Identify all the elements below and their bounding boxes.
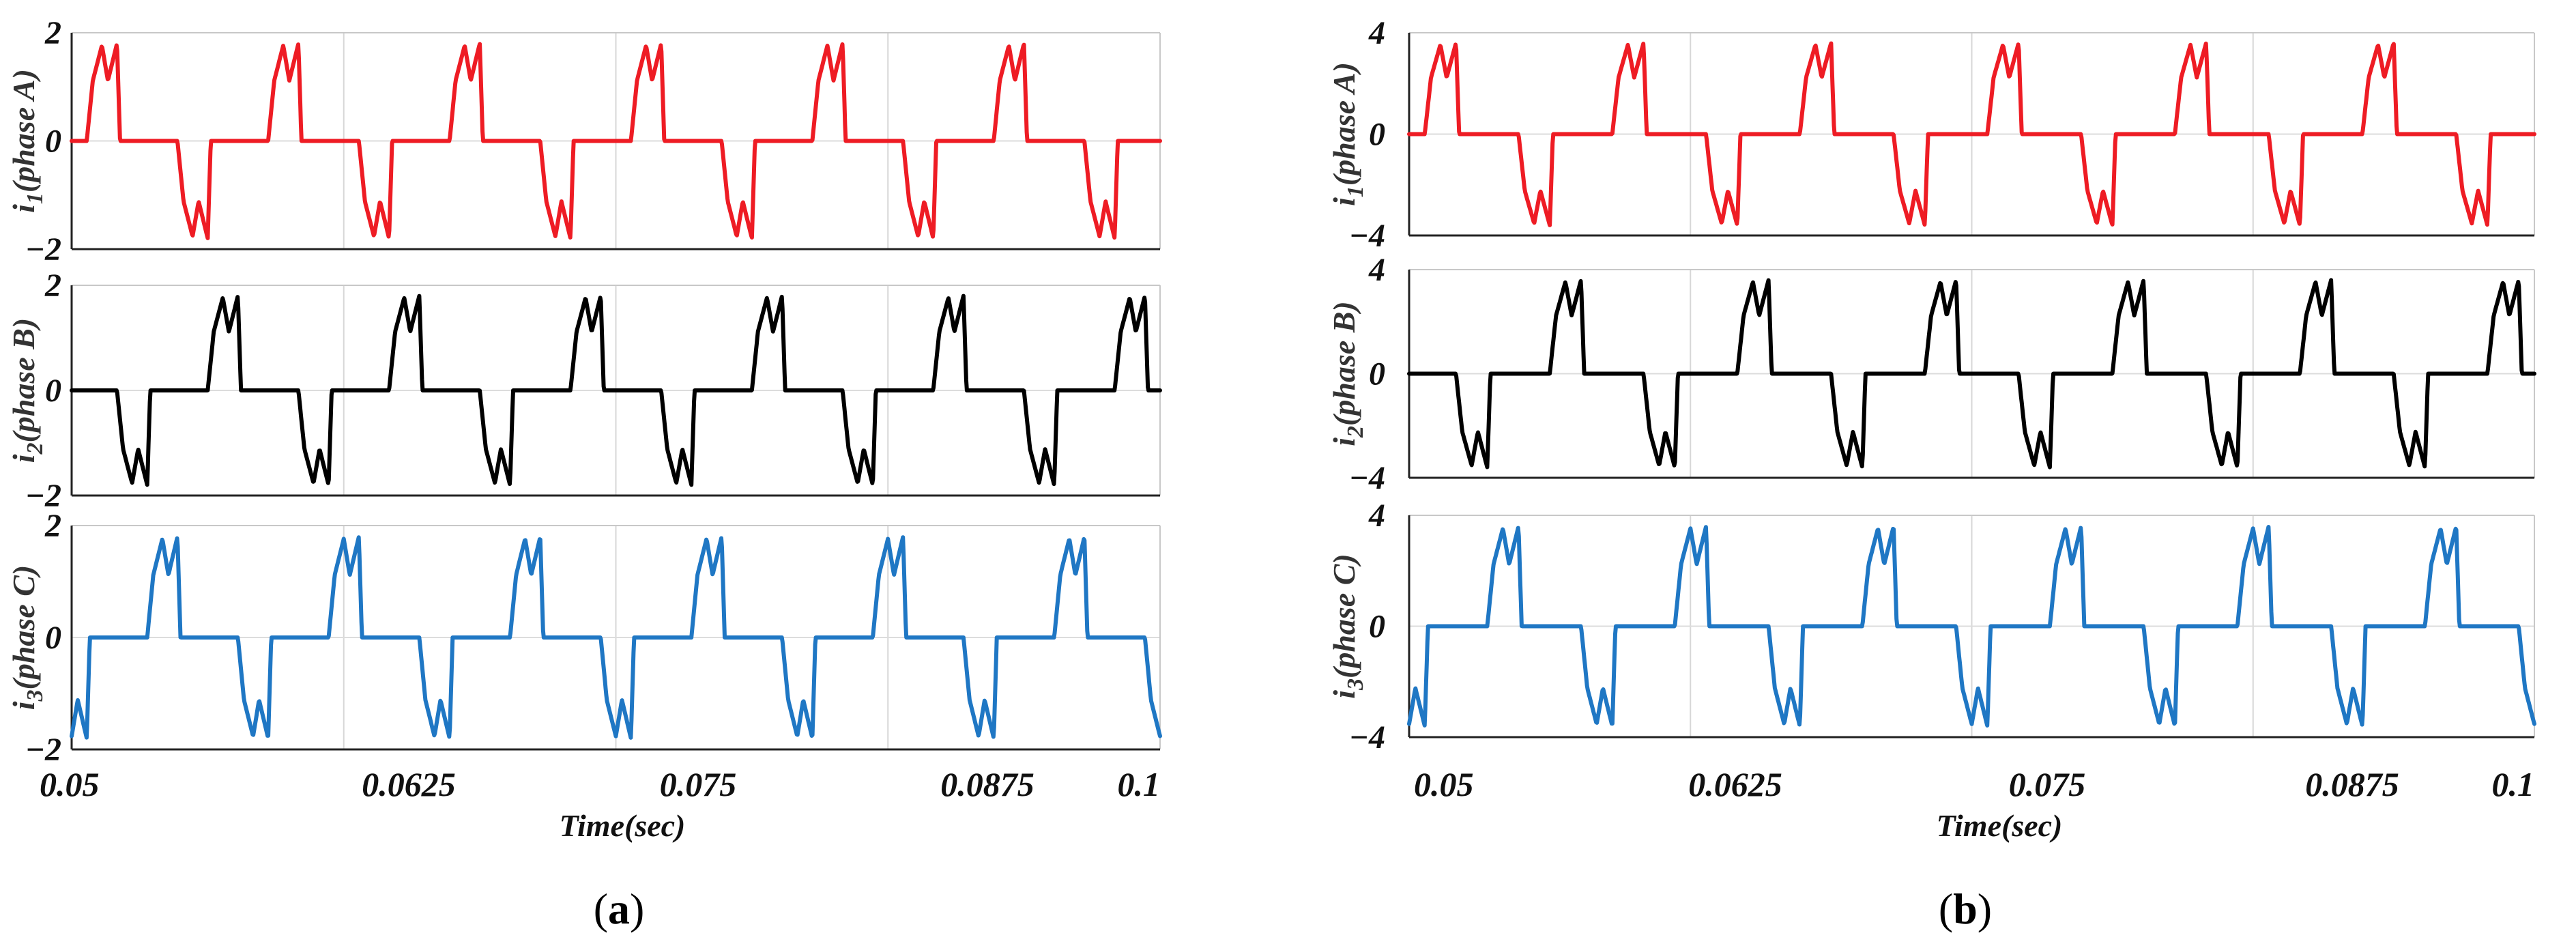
panel-a: 20−2i1(phase A) 20−2i2(phase B) 20−2i3(p…	[6, 15, 1162, 933]
y-axis-label-text: (phase C)	[6, 565, 41, 690]
panel-a-subplot-3: 2 0 −2 i3(phase C)	[6, 508, 1162, 768]
panel-b-subplot-1: 4 0 −4 i1(phase A)	[1327, 15, 2536, 254]
x-tick-label: 0.05	[40, 765, 100, 803]
y-tick-label: −4	[1349, 719, 1385, 756]
x-tick-label: 0.1	[1118, 765, 1161, 803]
y-axis-label: i1(phase A)	[1327, 62, 1368, 206]
panel-a-subplot-1: 2 0 −2 i1(phase A)	[6, 15, 1162, 268]
series-line-i3-phase-c-	[1407, 525, 2536, 728]
y-tick-label: 0	[45, 124, 61, 160]
y-tick-label: 2	[44, 268, 61, 304]
panel-b-subplot-2: 4 0 −4 i2(phase B)	[1327, 252, 2536, 496]
y-tick-label: 0	[45, 620, 61, 656]
series-line-i1-phase-a-	[1407, 41, 2536, 227]
caption-letter: b	[1953, 885, 1978, 933]
x-tick-label: 0.0875	[2305, 765, 2399, 803]
y-tick-label: −2	[25, 231, 61, 268]
series-line-i3-phase-c-	[70, 535, 1162, 740]
y-axis-label-symbol: i	[1327, 197, 1361, 206]
y-axis-label-text: (phase B)	[6, 318, 41, 443]
y-axis-label-subscript: 2	[23, 442, 48, 455]
y-tick-label: −2	[25, 732, 61, 768]
series-line-i2-phase-b-	[70, 293, 1162, 487]
y-axis-label-subscript: 3	[23, 689, 48, 702]
y-tick-label: −4	[1349, 218, 1385, 254]
caption-paren-open: (	[594, 885, 608, 933]
x-tick-label: 0.0625	[1688, 765, 1782, 803]
y-tick-label: 0	[1369, 609, 1385, 645]
y-axis-label: i2(phase B)	[6, 318, 48, 463]
panel-a-x-tick-labels: 0.05 0.0625 0.075 0.0875 0.1	[40, 765, 1160, 803]
x-tick-label: 0.0625	[362, 765, 456, 803]
x-tick-label: 0.05	[1414, 765, 1474, 803]
y-tick-label: 4	[1368, 15, 1385, 51]
panel-a-caption: (a)	[594, 885, 645, 933]
series-line-i1-phase-a-	[70, 42, 1162, 240]
panel-a-subplot-2: 20−2i2(phase B)	[6, 268, 1162, 514]
y-axis-label-subscript: 1	[1343, 186, 1368, 197]
x-tick-label: 0.075	[2009, 765, 2086, 803]
x-axis-label: Time(sec)	[1937, 808, 2063, 843]
y-tick-label: 2	[44, 15, 61, 51]
y-tick-label: 0	[1369, 356, 1385, 392]
y-tick-label: 4	[1368, 498, 1385, 534]
y-axis-label-symbol: i	[6, 204, 41, 213]
x-axis-label: Time(sec)	[560, 808, 686, 843]
panel-b-caption: (b)	[1939, 885, 1992, 933]
y-axis-label-text: (phase C)	[1327, 554, 1361, 678]
y-axis-label-symbol: i	[1327, 690, 1361, 699]
y-axis-label: i3(phase C)	[6, 565, 48, 711]
caption-paren-open: (	[1939, 885, 1953, 933]
y-tick-label: −4	[1349, 460, 1385, 496]
x-tick-label: 0.1	[2492, 765, 2535, 803]
y-axis-label-symbol: i	[6, 454, 41, 463]
y-axis-label-subscript: 1	[23, 192, 48, 204]
y-axis-label-symbol: i	[6, 701, 41, 710]
y-axis-label: i3(phase C)	[1327, 554, 1368, 699]
x-tick-label: 0.0875	[940, 765, 1034, 803]
y-tick-label: 0	[1369, 117, 1385, 153]
y-tick-label: −2	[25, 478, 61, 514]
y-axis-label-text: (phase B)	[1327, 301, 1361, 426]
series-line-i2-phase-b-	[1407, 278, 2536, 470]
x-tick-label: 0.075	[660, 765, 737, 803]
y-tick-label: 4	[1368, 252, 1385, 288]
panel-b-subplot-3: 4 0 −4 i3(phase C)	[1327, 498, 2536, 756]
y-axis-label-text: (phase A)	[6, 69, 41, 192]
y-axis-label-symbol: i	[1327, 438, 1361, 446]
y-axis-label-subscript: 2	[1343, 426, 1368, 438]
y-axis-label-text: (phase A)	[1327, 62, 1361, 186]
y-tick-label: 2	[44, 508, 61, 544]
caption-paren-close: )	[630, 885, 644, 933]
y-axis-label: i2(phase B)	[1327, 301, 1368, 446]
panel-b: 40−4i1(phase A) 40−4i2(phase B) 40−4i3(p…	[1327, 15, 2536, 933]
y-axis-label: i1(phase A)	[6, 69, 48, 213]
y-tick-label: 0	[45, 373, 61, 409]
caption-letter: a	[608, 885, 630, 933]
panel-b-x-tick-labels: 0.05 0.0625 0.075 0.0875 0.1	[1414, 765, 2534, 803]
caption-paren-close: )	[1978, 885, 1992, 933]
y-axis-label-subscript: 3	[1343, 678, 1368, 691]
